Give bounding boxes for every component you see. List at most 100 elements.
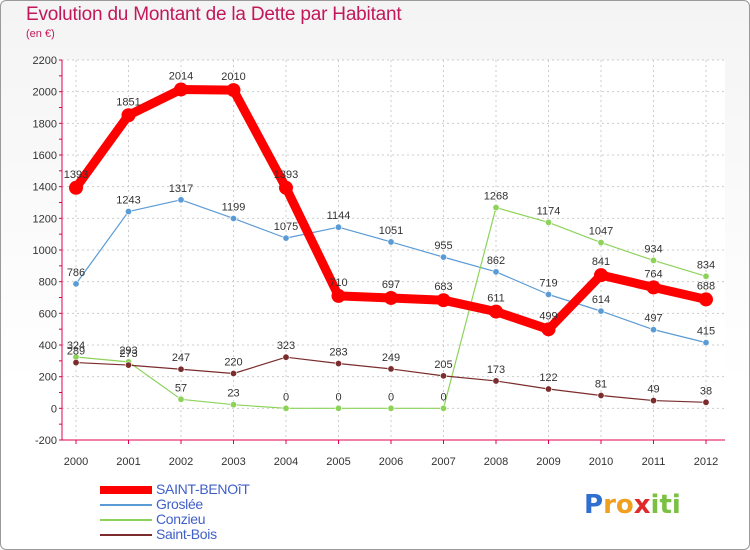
logo-letter: i: [650, 490, 660, 520]
data-label: 497: [644, 313, 662, 325]
data-point: [649, 326, 657, 334]
y-tick-label: 200: [39, 372, 57, 384]
logo-letter: o: [615, 490, 634, 520]
data-point: [597, 307, 605, 315]
data-label: 1268: [484, 191, 508, 203]
x-tick-label: 2005: [326, 456, 350, 468]
data-label: 697: [382, 279, 400, 291]
data-label: 173: [487, 364, 505, 376]
data-label: 934: [644, 243, 662, 255]
data-label: 57: [175, 382, 187, 394]
data-point: [649, 256, 657, 264]
data-label: 841: [592, 256, 610, 268]
data-label: 955: [434, 240, 452, 252]
chart-title: Evolution du Montant de la Dette par Hab…: [26, 4, 402, 25]
legend-label: Saint-Bois: [156, 526, 217, 542]
y-tick-label: 800: [39, 277, 57, 289]
data-point: [72, 280, 80, 288]
data-point: [282, 404, 290, 412]
data-point: [279, 180, 293, 195]
data-point: [492, 204, 500, 212]
data-label: 289: [67, 346, 85, 358]
data-label: 81: [595, 379, 607, 391]
data-label: 0: [335, 391, 341, 403]
x-tick-label: 2000: [64, 456, 88, 468]
data-point: [282, 353, 290, 361]
x-tick-label: 2009: [536, 456, 560, 468]
x-tick-label: 2002: [169, 456, 193, 468]
y-tick-label: 1200: [33, 213, 57, 225]
data-point: [334, 404, 342, 412]
data-point: [331, 288, 346, 303]
data-point: [436, 293, 451, 308]
data-label: 324: [67, 340, 85, 352]
x-tick-label: 2001: [116, 456, 140, 468]
x-tick-label: 2003: [221, 456, 245, 468]
legend-swatch: [100, 504, 152, 506]
data-label: 0: [440, 391, 446, 403]
data-label: 23: [227, 388, 239, 400]
logo-letter: P: [584, 490, 604, 520]
y-tick-label: 600: [39, 308, 57, 320]
data-point: [594, 268, 608, 283]
data-label: 1393: [64, 169, 88, 181]
data-label: 1199: [222, 201, 246, 213]
data-label: 415: [697, 326, 715, 338]
data-point: [72, 359, 80, 367]
data-label: 1851: [116, 96, 140, 108]
data-label: 293: [119, 345, 137, 357]
legend-swatch: [100, 534, 152, 536]
x-tick-label: 2006: [379, 456, 403, 468]
data-label: 710: [329, 277, 347, 289]
chart-subtitle: (en €): [26, 28, 55, 40]
data-point: [177, 395, 185, 403]
data-label: 614: [592, 294, 610, 306]
data-point: [544, 385, 552, 393]
legend-swatch: [100, 486, 152, 494]
data-point: [492, 377, 500, 385]
x-tick-label: 2007: [431, 456, 455, 468]
data-point: [121, 108, 136, 123]
data-label: 719: [539, 277, 557, 289]
data-point: [492, 268, 500, 276]
data-point: [387, 404, 395, 412]
data-point: [226, 83, 241, 98]
data-point: [177, 365, 185, 373]
legend-label: SAINT-BENOîT: [156, 481, 250, 497]
data-label: 220: [224, 357, 242, 369]
data-label: 2010: [221, 71, 245, 83]
logo-letter: t: [659, 490, 672, 520]
data-label: 273: [119, 348, 137, 360]
data-point: [544, 218, 552, 226]
legend-label: Groslée: [156, 496, 203, 512]
data-point: [702, 272, 710, 280]
y-tick-label: 400: [39, 340, 57, 352]
data-point: [439, 404, 447, 412]
x-tick-label: 2011: [642, 456, 666, 468]
data-label: 862: [487, 255, 505, 267]
data-point: [384, 290, 398, 305]
data-point: [489, 304, 503, 319]
data-point: [230, 214, 238, 222]
data-point: [439, 372, 447, 380]
proxiti-logo: Proxiti: [584, 490, 681, 520]
data-point: [544, 290, 552, 298]
x-tick-label: 2010: [589, 456, 613, 468]
data-point: [334, 223, 342, 231]
data-point: [702, 398, 710, 406]
x-tick-label: 2004: [274, 456, 298, 468]
data-label: 49: [647, 384, 659, 396]
data-label: 1393: [274, 169, 298, 181]
data-label: 38: [700, 385, 712, 397]
x-tick-label: 2012: [694, 456, 718, 468]
data-label: 683: [434, 281, 452, 293]
data-label: 0: [388, 391, 394, 403]
logo-letter: r: [603, 490, 616, 520]
data-label: 249: [382, 352, 400, 364]
data-point: [177, 196, 185, 204]
legend-swatch: [100, 519, 152, 521]
data-label: 1144: [327, 210, 351, 222]
data-label: 1051: [379, 225, 403, 237]
data-point: [230, 369, 238, 377]
